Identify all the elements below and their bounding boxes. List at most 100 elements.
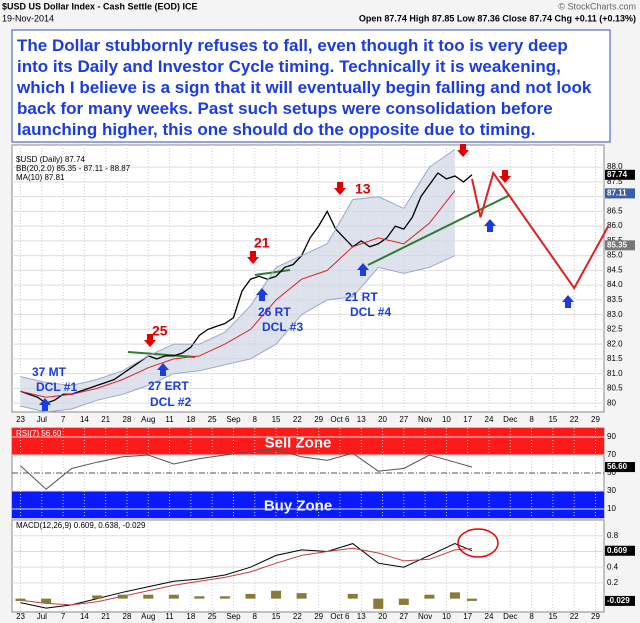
- date: 19-Nov-2014: [2, 13, 54, 23]
- commentary-line: back for many weeks. Past such setups we…: [17, 99, 553, 118]
- price-tag-label: 85.35: [607, 240, 628, 249]
- x-tick-label: Aug: [141, 415, 155, 424]
- series-line: [20, 190, 456, 398]
- histogram-bar: [143, 594, 154, 599]
- trend-line: [367, 194, 511, 266]
- price-tag-label: 87.74: [607, 170, 628, 179]
- x-tick-label: 15: [272, 612, 281, 621]
- price-tag: [605, 240, 635, 251]
- x-tick-label: Nov: [418, 612, 432, 621]
- histogram-bar: [424, 594, 435, 599]
- x-tick-label: Nov: [418, 415, 432, 424]
- cycle-arrow: [562, 295, 574, 308]
- cycle-arrow: [144, 334, 156, 347]
- legend-entry: RSI(7) 56.60: [16, 429, 62, 438]
- annotation: 26 RT: [258, 305, 291, 319]
- histogram-bar: [194, 596, 205, 599]
- y-tick-label: 81.5: [607, 354, 623, 363]
- x-tick-label: 28: [123, 612, 132, 621]
- histogram-bar: [92, 595, 103, 599]
- zone-label: Buy Zone: [264, 497, 332, 514]
- histogram-bar: [117, 594, 128, 599]
- x-tick-label: Oct 6: [330, 612, 350, 621]
- x-tick-label: 25: [208, 415, 217, 424]
- x-tick-label: 8: [253, 612, 258, 621]
- y-tick-label: 84.0: [607, 280, 623, 289]
- x-tick-label: 21: [101, 612, 110, 621]
- histogram-bar: [245, 593, 256, 599]
- histogram-bar: [219, 596, 230, 599]
- x-tick-label: 8: [529, 612, 534, 621]
- histogram-bar: [168, 594, 179, 599]
- cycle-arrow: [334, 182, 346, 195]
- price-tag: [605, 462, 635, 473]
- x-tick-label: 17: [463, 612, 472, 621]
- x-tick-label: 15: [548, 612, 557, 621]
- series-line: [20, 449, 473, 490]
- credit: © StockCharts.com: [558, 1, 636, 11]
- annotation: DCL #1: [36, 380, 77, 394]
- y-tick-label: 86.5: [607, 206, 623, 215]
- commentary-box: [11, 29, 611, 143]
- y-tick-label: 83.5: [607, 295, 623, 304]
- x-tick-label: Sep: [226, 415, 241, 424]
- price-tag: [605, 545, 635, 556]
- series-line: [471, 170, 610, 290]
- x-tick-label: 8: [253, 415, 258, 424]
- series-line: [20, 255, 456, 413]
- histogram-bar: [398, 598, 409, 605]
- series-line: [20, 148, 456, 386]
- x-tick-label: 11: [165, 612, 174, 621]
- annotation: DCL #2: [150, 395, 191, 409]
- annotation: 13: [355, 181, 371, 197]
- y-tick-label: 0.4: [607, 562, 619, 571]
- x-tick-label: Sep: [226, 612, 241, 621]
- x-tick-label: 27: [399, 415, 408, 424]
- x-tick-label: Dec: [503, 612, 517, 621]
- annotation: 21 RT: [345, 290, 378, 304]
- series-line: [20, 547, 473, 606]
- price-tag-label: 87.11: [607, 188, 627, 197]
- y-tick-label: 90: [607, 432, 616, 441]
- cycle-arrow: [247, 251, 259, 264]
- y-tick-label: 86.0: [607, 221, 623, 230]
- x-tick-label: 17: [463, 415, 472, 424]
- price-tag-label: 56.60: [607, 462, 628, 471]
- y-tick-label: 10: [607, 504, 616, 513]
- bb-fill: [20, 149, 455, 412]
- x-tick-label: 18: [186, 612, 195, 621]
- y-tick-label: 80.5: [607, 384, 623, 393]
- x-tick-label: 22: [570, 415, 579, 424]
- price-tag: [605, 188, 635, 199]
- cycle-arrow: [357, 263, 369, 276]
- x-tick-label: Jul: [37, 612, 47, 621]
- x-tick-label: 14: [80, 612, 89, 621]
- price-tag-label: -0.029: [607, 596, 630, 605]
- price-tag-label: 0.609: [607, 546, 628, 555]
- x-tick-label: 13: [357, 415, 366, 424]
- x-tick-label: 23: [16, 415, 25, 424]
- commentary-line: The Dollar stubbornly refuses to fall, e…: [17, 36, 568, 55]
- x-tick-label: 29: [591, 415, 600, 424]
- annotation: 25: [152, 323, 168, 339]
- x-tick-label: 7: [61, 612, 66, 621]
- commentary-line: into its Daily and Investor Cycle timing…: [17, 57, 561, 76]
- zone-band: [12, 428, 604, 455]
- annotation: 21: [254, 235, 270, 251]
- y-tick-label: 0.2: [607, 578, 619, 587]
- cycle-arrow: [157, 363, 169, 376]
- x-tick-label: 23: [16, 612, 25, 621]
- histogram-bar: [347, 593, 358, 599]
- histogram-bar: [15, 598, 26, 601]
- histogram-bar: [271, 590, 282, 599]
- price-tag: [605, 169, 635, 180]
- y-tick-label: 84.5: [607, 265, 623, 274]
- y-tick-label: 81.0: [607, 369, 623, 378]
- zone-band: [12, 491, 604, 518]
- legend-entry: BB(20,2.0) 85.35 - 87.11 - 88.87: [16, 164, 131, 173]
- x-tick-label: Aug: [141, 612, 155, 621]
- histogram-bar: [373, 598, 384, 609]
- commentary-line: launching higher, this one should do the…: [17, 120, 535, 139]
- y-tick-label: 80: [607, 398, 616, 407]
- x-tick-label: Dec: [503, 415, 517, 424]
